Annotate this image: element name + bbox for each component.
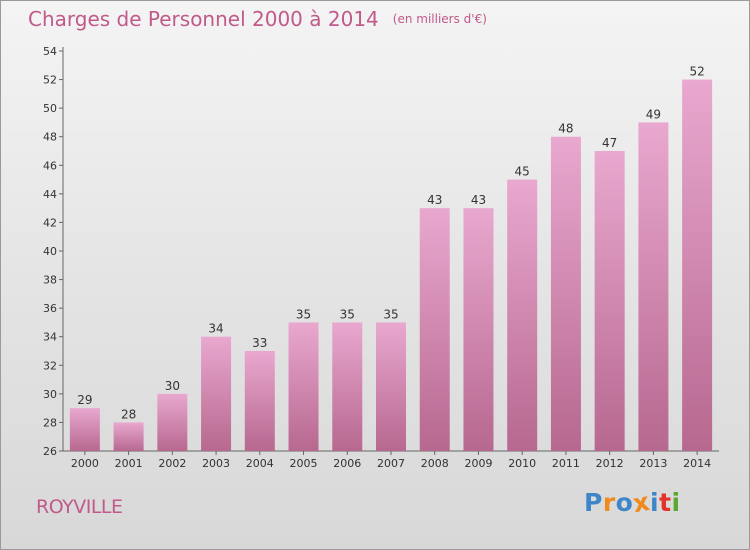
axes: 26 28 30 32 34 36 38 40 42 44 46 48 50 52 54 2000 2001 20… <box>43 45 719 470</box>
bar <box>594 151 625 451</box>
bar <box>288 322 319 451</box>
bar-value-label: 47 <box>602 136 617 150</box>
bar-value-label: 35 <box>383 307 398 321</box>
bar-value-label: 30 <box>165 379 180 393</box>
bar-value-label: 35 <box>340 307 355 321</box>
y-tick-label: 48 <box>43 131 57 144</box>
y-tick-label: 44 <box>43 188 57 201</box>
y-tick-label: 42 <box>43 216 57 229</box>
bar <box>244 351 275 451</box>
x-tick-label: 2000 <box>71 457 99 470</box>
bar-value-label: 34 <box>208 322 223 336</box>
data-labels: 29 28 30 34 33 35 35 35 43 43 45 48 47 49 52 <box>77 65 705 422</box>
bar <box>157 393 188 451</box>
proxiti-logo: Proxiti <box>584 487 681 518</box>
y-tick-label: 32 <box>43 359 57 372</box>
y-tick-label: 38 <box>43 274 57 287</box>
chart-title-text: Charges de Personnel 2000 à 2014 <box>28 7 379 31</box>
y-tick-label: 30 <box>43 388 57 401</box>
bar <box>201 336 232 451</box>
y-tick-label: 46 <box>43 159 57 172</box>
x-tick-label: 2012 <box>596 457 624 470</box>
bar-value-label: 49 <box>646 107 661 121</box>
bar <box>419 208 450 451</box>
bar <box>332 322 363 451</box>
x-tick-label: 2014 <box>683 457 711 470</box>
x-tick-label: 2010 <box>508 457 536 470</box>
y-tick-label: 26 <box>43 445 57 458</box>
bar <box>113 422 144 451</box>
x-tick-label: 2006 <box>333 457 361 470</box>
y-tick-label: 40 <box>43 245 57 258</box>
logo-letter: r <box>602 488 616 517</box>
x-tick-label: 2009 <box>464 457 492 470</box>
bar-value-label: 35 <box>296 307 311 321</box>
bar-value-label: 43 <box>427 193 442 207</box>
logo-letter: i <box>671 488 681 517</box>
bar <box>550 136 581 451</box>
town-name: ROYVILLE <box>36 496 123 518</box>
y-tick-label: 36 <box>43 302 57 315</box>
x-tick-label: 2001 <box>115 457 143 470</box>
y-tick-label: 54 <box>43 45 57 58</box>
bar <box>682 79 713 452</box>
bar <box>638 122 669 451</box>
chart-title: Charges de Personnel 2000 à 2014 (en mill… <box>28 7 487 31</box>
bar <box>69 408 100 451</box>
bar <box>376 322 406 451</box>
bar <box>507 179 538 452</box>
y-tick-label: 28 <box>43 416 57 429</box>
x-tick-label: 2013 <box>639 457 667 470</box>
x-tick-label: 2005 <box>290 457 318 470</box>
chart-subtitle: (en milliers d'€) <box>392 12 487 26</box>
logo-letter: t <box>659 488 672 517</box>
bars <box>69 79 713 452</box>
bar-value-label: 33 <box>252 336 267 350</box>
x-tick-label: 2003 <box>202 457 230 470</box>
bar-value-label: 29 <box>77 393 92 407</box>
y-tick-label: 34 <box>43 331 57 344</box>
x-tick-label: 2002 <box>158 457 186 470</box>
bar-value-label: 52 <box>689 65 704 79</box>
x-tick-label: 2007 <box>377 457 405 470</box>
bar-value-label: 43 <box>471 193 486 207</box>
x-tick-label: 2011 <box>552 457 580 470</box>
bar-value-label: 45 <box>515 165 530 179</box>
bar-value-label: 28 <box>121 407 136 421</box>
logo-letter: i <box>650 488 660 517</box>
logo-letter: o <box>615 488 634 517</box>
x-tick-label: 2004 <box>246 457 274 470</box>
bar <box>463 208 494 451</box>
y-tick-label: 52 <box>43 74 57 87</box>
bar-value-label: 48 <box>558 122 573 136</box>
x-tick-label: 2008 <box>421 457 449 470</box>
y-tick-label: 50 <box>43 102 57 115</box>
logo-letter: P <box>584 488 603 517</box>
